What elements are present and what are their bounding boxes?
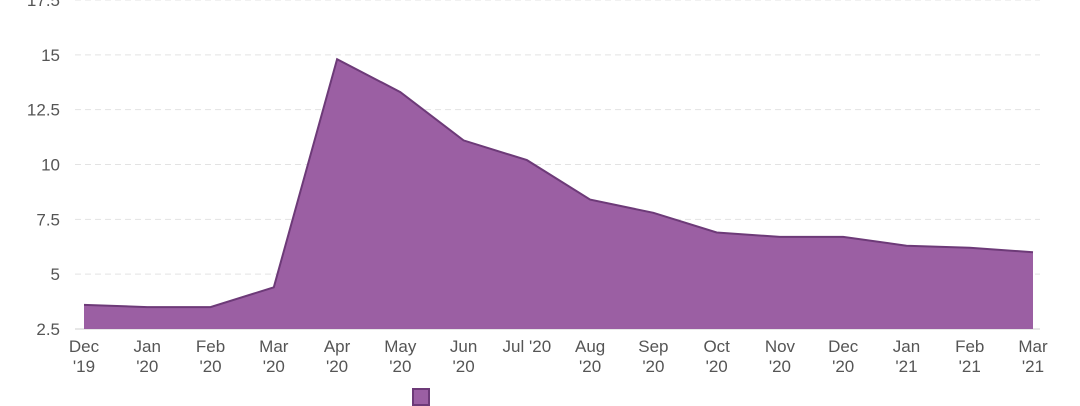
x-tick-label: Aug bbox=[575, 337, 605, 356]
x-tick-label-year: '20 bbox=[199, 357, 221, 376]
x-tick-label: Apr bbox=[324, 337, 351, 356]
x-tick-label: Jan bbox=[893, 337, 920, 356]
data-point[interactable] bbox=[144, 304, 150, 310]
x-tick-label-year: '21 bbox=[1022, 357, 1044, 376]
series-area-fill bbox=[84, 59, 1033, 329]
x-tick-label: Jan bbox=[134, 337, 161, 356]
x-tick-label-year: '20 bbox=[389, 357, 411, 376]
x-tick-label-year: '20 bbox=[769, 357, 791, 376]
y-tick-label: 7.5 bbox=[36, 210, 60, 229]
series-line bbox=[83, 57, 1034, 309]
x-tick-label-year: '20 bbox=[326, 357, 348, 376]
legend-swatch bbox=[412, 388, 430, 406]
data-point[interactable] bbox=[587, 197, 593, 203]
x-tick-label: Jun bbox=[450, 337, 477, 356]
x-tick-label-year: '20 bbox=[706, 357, 728, 376]
data-point[interactable] bbox=[271, 284, 277, 290]
data-point[interactable] bbox=[650, 210, 656, 216]
y-tick-label: 12.5 bbox=[27, 101, 60, 120]
data-point[interactable] bbox=[397, 89, 403, 95]
x-tick-label-year: '20 bbox=[579, 357, 601, 376]
x-tick-label-year: '20 bbox=[642, 357, 664, 376]
x-tick-label: May bbox=[384, 337, 417, 356]
x-tick-label: Dec bbox=[69, 337, 100, 356]
data-point[interactable] bbox=[524, 157, 530, 163]
x-tick-label-year: '20 bbox=[136, 357, 158, 376]
x-tick-label-year: '19 bbox=[73, 357, 95, 376]
data-point[interactable] bbox=[461, 137, 467, 143]
x-tick-label: Feb bbox=[196, 337, 225, 356]
y-tick-label: 10 bbox=[41, 156, 60, 175]
x-tick-label-year: '20 bbox=[453, 357, 475, 376]
data-point[interactable] bbox=[714, 230, 720, 236]
x-tick-label: Sep bbox=[638, 337, 668, 356]
series-area bbox=[81, 56, 1036, 329]
x-tick-label-year: '21 bbox=[959, 357, 981, 376]
data-point[interactable] bbox=[81, 302, 87, 308]
x-tick-label: Oct bbox=[703, 337, 730, 356]
x-tick-label-year: '21 bbox=[895, 357, 917, 376]
x-tick-label: Mar bbox=[1018, 337, 1048, 356]
x-axis-ticks: Dec'19Jan'20Feb'20Mar'20Apr'20May'20Jun'… bbox=[69, 337, 1048, 376]
y-tick-label: 5 bbox=[51, 265, 60, 284]
data-point[interactable] bbox=[904, 243, 910, 249]
x-tick-label: Feb bbox=[955, 337, 984, 356]
legend[interactable] bbox=[412, 388, 430, 406]
x-tick-label: Mar bbox=[259, 337, 289, 356]
data-point[interactable] bbox=[1030, 249, 1036, 255]
data-point[interactable] bbox=[334, 56, 340, 62]
x-tick-label: Nov bbox=[765, 337, 796, 356]
y-axis-ticks: 2.5 5 7.5 10 12.5 15 17.5 bbox=[27, 0, 60, 339]
y-tick-label: 17.5 bbox=[27, 0, 60, 10]
data-point[interactable] bbox=[967, 245, 973, 251]
data-point[interactable] bbox=[840, 234, 846, 240]
x-tick-label: Dec bbox=[828, 337, 859, 356]
x-tick-label-year: '20 bbox=[832, 357, 854, 376]
data-point[interactable] bbox=[208, 304, 214, 310]
y-tick-label: 2.5 bbox=[36, 320, 60, 339]
x-tick-label-year: '20 bbox=[263, 357, 285, 376]
x-tick-label: Jul '20 bbox=[503, 337, 552, 356]
data-point[interactable] bbox=[777, 234, 783, 240]
y-tick-label: 15 bbox=[41, 46, 60, 65]
